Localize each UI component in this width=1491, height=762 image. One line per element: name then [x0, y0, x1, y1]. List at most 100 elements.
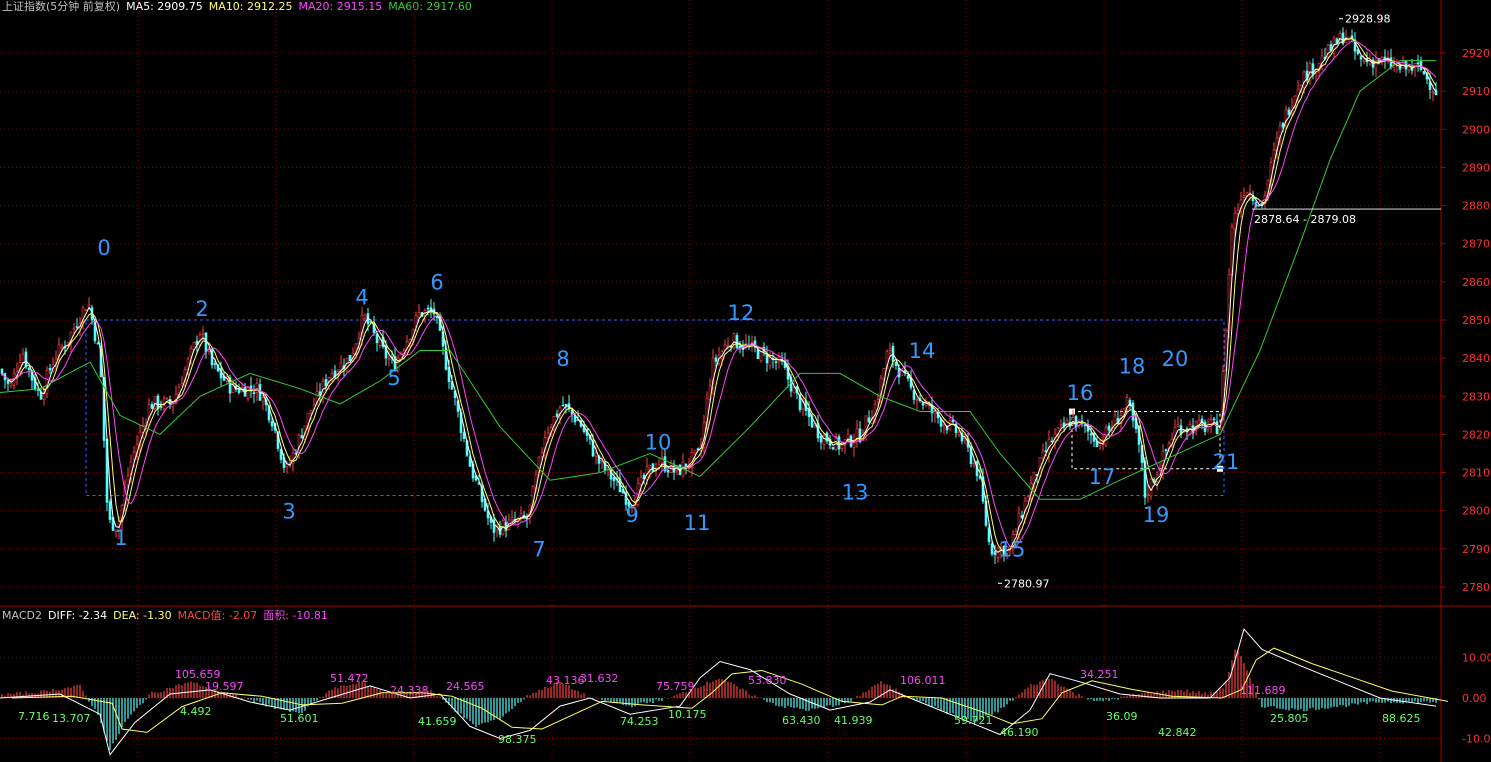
macd-peak-label: 31.632	[580, 672, 619, 685]
y-tick-label: 2780	[1462, 581, 1490, 594]
candle-body	[711, 357, 715, 388]
candle-body	[429, 307, 433, 312]
y-tick-label: 2830	[1462, 390, 1490, 403]
candle-body	[894, 361, 898, 366]
macd-peak-label: 24.565	[446, 680, 485, 693]
y-tick-label: 2850	[1462, 314, 1490, 327]
candle-body	[75, 326, 79, 328]
candle-body	[885, 351, 889, 370]
box-handle	[1217, 465, 1223, 472]
candle-body	[831, 446, 835, 450]
candle-body	[237, 388, 241, 393]
candle-body	[228, 377, 232, 394]
candle-body	[1434, 89, 1438, 96]
candle-body	[921, 402, 925, 406]
candle-body	[1032, 471, 1036, 487]
candle-body	[132, 451, 136, 460]
candle-body	[1065, 419, 1069, 426]
macd-peak-label: 75.759	[656, 680, 695, 693]
candle-body	[27, 367, 31, 371]
candle-body	[339, 362, 343, 373]
candle-body	[468, 456, 472, 467]
macd-value: MACD值: -2.07	[177, 609, 258, 622]
candle-body	[912, 389, 916, 400]
candle-body	[201, 333, 205, 335]
candle-body	[546, 432, 550, 438]
wave-label: 8	[556, 347, 569, 371]
candle-body	[693, 449, 697, 454]
macd-peak-label: 43.136	[546, 674, 585, 687]
candle-body	[666, 470, 670, 473]
candle-body	[21, 354, 25, 363]
candle-body	[1374, 60, 1378, 70]
candle-body	[108, 501, 112, 520]
y-tick-label: 2800	[1462, 505, 1490, 518]
candle-body	[417, 312, 421, 318]
wave-label: 15	[999, 537, 1026, 561]
candle-body	[594, 452, 598, 457]
ma60-line	[0, 60, 1436, 500]
macd-trough-label: 88.625	[1382, 712, 1421, 725]
candle-body	[888, 348, 892, 351]
macd-trough-label: 51.601	[280, 712, 319, 725]
candle-body	[1176, 424, 1180, 427]
candle-body	[48, 368, 52, 371]
macd-trough-label: 63.430	[782, 714, 821, 727]
candle-body	[1143, 460, 1147, 498]
wave-label: 19	[1143, 503, 1170, 527]
candle-body	[270, 421, 274, 427]
candle-body	[36, 389, 40, 391]
candle-body	[213, 363, 217, 365]
candle-body	[426, 307, 430, 310]
candle-body	[153, 396, 157, 409]
candle-body	[858, 428, 862, 442]
candle-body	[45, 369, 49, 394]
ma5-line	[1, 37, 1437, 553]
macd-peak-label: 19.597	[205, 680, 244, 693]
candle-body	[849, 435, 853, 447]
candle-body	[1296, 88, 1300, 97]
candle-body	[267, 405, 271, 421]
candle-body	[1107, 425, 1111, 431]
y-tick-label: 2820	[1462, 428, 1490, 441]
macd-trough-label: 46.190	[1000, 726, 1039, 739]
candle-body	[819, 435, 823, 443]
candle-body	[1200, 418, 1204, 424]
candle-body	[561, 404, 565, 407]
candle-body	[504, 521, 508, 531]
wave-label: 0	[97, 236, 110, 260]
candle-body	[663, 456, 667, 472]
macd-trough-label: 98.375	[498, 733, 537, 746]
candle-body	[114, 529, 118, 532]
candle-body	[1281, 122, 1285, 128]
wave-label: 11	[684, 511, 711, 535]
candle-body	[591, 440, 595, 457]
wave-label: 1	[114, 526, 127, 550]
candle-body	[1113, 415, 1117, 429]
candle-body	[756, 349, 760, 359]
wave-label: 9	[625, 503, 638, 527]
candle-body	[960, 432, 964, 442]
candle-body	[798, 394, 802, 411]
candle-body	[540, 452, 544, 457]
candle-body	[1215, 421, 1219, 435]
candle-body	[1416, 62, 1420, 65]
candle-body	[1017, 513, 1021, 535]
candle-body	[168, 399, 172, 405]
candle-body	[735, 335, 739, 349]
candle-body	[558, 407, 562, 416]
candle-body	[141, 424, 145, 433]
candle-body	[84, 309, 88, 312]
macd-tick-label: 0.00	[1462, 692, 1487, 705]
moving-averages	[0, 37, 1437, 553]
candle-body	[1242, 195, 1246, 198]
macd-tick-label: 10.00	[1462, 652, 1491, 665]
candle-body	[906, 375, 910, 379]
macd-trough-label: 59.721	[954, 714, 993, 727]
candle-body	[6, 380, 10, 384]
candle-body	[555, 413, 559, 417]
candle-body	[0, 368, 4, 374]
